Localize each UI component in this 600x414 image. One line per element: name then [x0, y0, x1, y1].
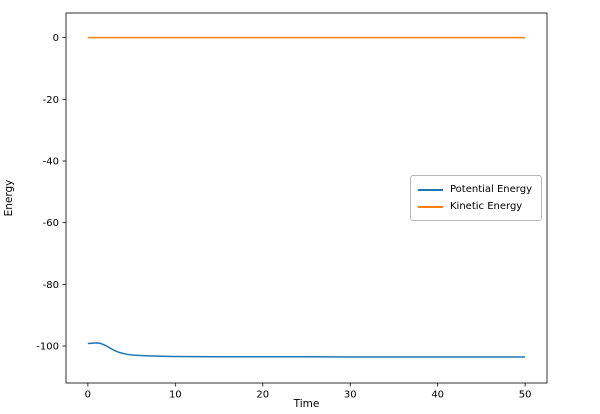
legend: Potential Energy Kinetic Energy	[410, 175, 542, 221]
y-tick-label: -80	[43, 280, 59, 291]
legend-label-kinetic-energy: Kinetic Energy	[450, 201, 523, 212]
x-tick-label: 30	[344, 390, 357, 401]
series-line-potential-energy	[87, 342, 526, 358]
y-tick-label: -100	[36, 342, 59, 353]
y-tick-label: 0	[53, 33, 59, 44]
y-tick-label: -20	[43, 95, 59, 106]
legend-line-kinetic-energy-icon	[418, 205, 443, 208]
x-axis-label: Time	[293, 398, 320, 410]
x-tick-label: 10	[169, 390, 182, 401]
legend-line-potential-energy-icon	[418, 188, 443, 191]
x-tick-label: 0	[85, 390, 91, 401]
y-axis-label: Energy	[3, 179, 15, 217]
legend-label-potential-energy: Potential Energy	[450, 184, 532, 195]
axes-frame	[65, 12, 548, 384]
legend-item-kinetic-energy: Kinetic Energy	[418, 198, 532, 215]
y-tick-label: -40	[43, 157, 59, 168]
x-tick-label: 40	[431, 390, 444, 401]
legend-item-potential-energy: Potential Energy	[418, 181, 532, 198]
x-tick-label: 50	[519, 390, 532, 401]
x-tick-label: 20	[256, 390, 269, 401]
y-tick-label: -60	[43, 218, 59, 229]
